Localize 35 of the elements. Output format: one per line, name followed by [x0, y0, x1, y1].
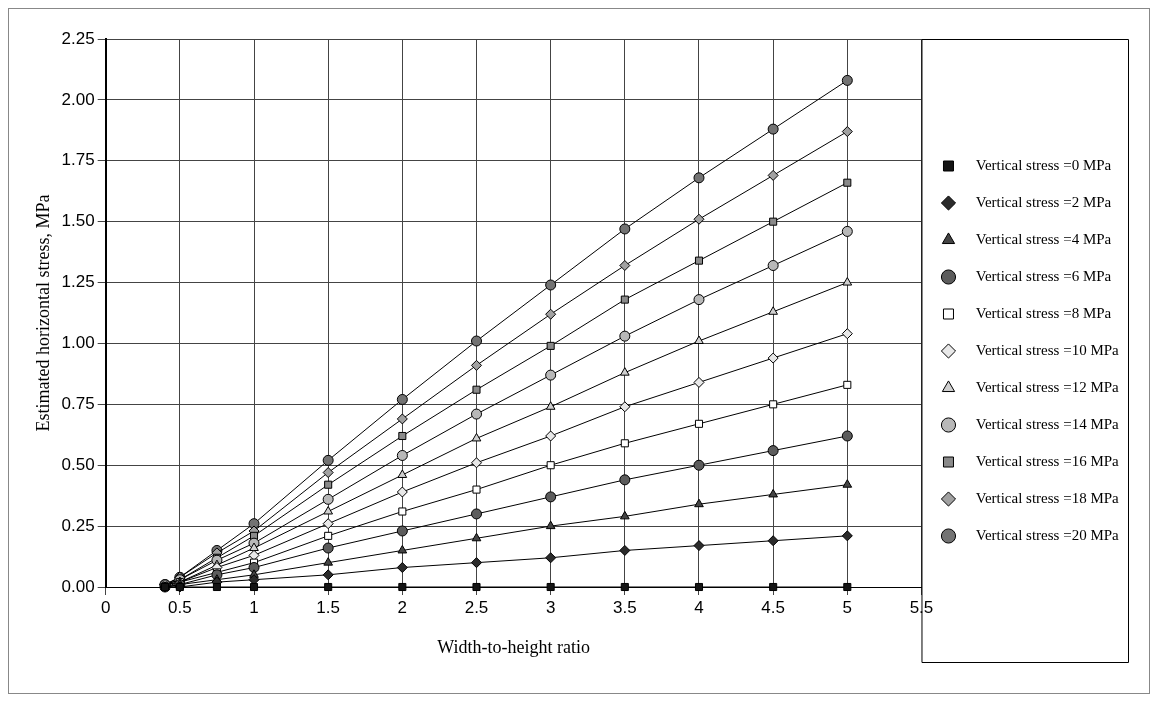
x-axis-title: Width-to-height ratio: [437, 636, 590, 657]
x-tick-label: 4.5: [761, 597, 785, 617]
legend-label: Vertical stress =10 MPa: [960, 341, 1120, 358]
legend-label: Vertical stress =20 MPa: [960, 526, 1120, 543]
legend-label: Vertical stress =4 MPa: [960, 230, 1112, 247]
legend-label: Vertical stress =18 MPa: [960, 489, 1120, 506]
x-tick-label: 1: [249, 597, 259, 617]
x-tick-label: 5: [842, 597, 853, 617]
y-tick-label: 0.25: [61, 515, 95, 535]
x-tick-label: 2.5: [464, 597, 489, 617]
legend-label: Vertical stress =16 MPa: [960, 452, 1120, 469]
legend-label: Vertical stress =2 MPa: [960, 193, 1112, 210]
x-tick-label: 0.5: [168, 597, 192, 617]
y-tick-label: 0.00: [61, 576, 95, 596]
x-tick-label: 2: [397, 597, 408, 617]
legend-label: Vertical stress =14 MPa: [960, 415, 1120, 432]
x-tick-label: 4: [694, 597, 704, 617]
y-tick-label: 1.75: [61, 150, 95, 170]
x-tick-label: 5.5: [909, 597, 934, 617]
x-tick-label: 3: [545, 597, 556, 617]
legend-label: Vertical stress =12 MPa: [960, 378, 1120, 395]
legend-label: Vertical stress =8 MPa: [960, 304, 1112, 321]
y-tick-label: 0.50: [61, 454, 95, 474]
x-tick-label: 1.5: [316, 597, 340, 617]
legend-label: Vertical stress =0 MPa: [960, 156, 1112, 173]
y-tick-label: 2.25: [61, 28, 95, 48]
y-tick-label: 1.25: [61, 272, 95, 292]
legend-label: Vertical stress =6 MPa: [960, 267, 1112, 284]
y-axis-title: Estimated horizontal stress, MPa: [32, 194, 53, 432]
x-tick-label: 0: [100, 597, 111, 617]
y-tick-label: 2.00: [61, 89, 95, 109]
y-tick-label: 1.50: [61, 211, 95, 231]
y-tick-label: 1.00: [61, 333, 95, 353]
y-tick-label: 0.75: [61, 394, 95, 414]
x-tick-label: 3.5: [613, 597, 637, 617]
